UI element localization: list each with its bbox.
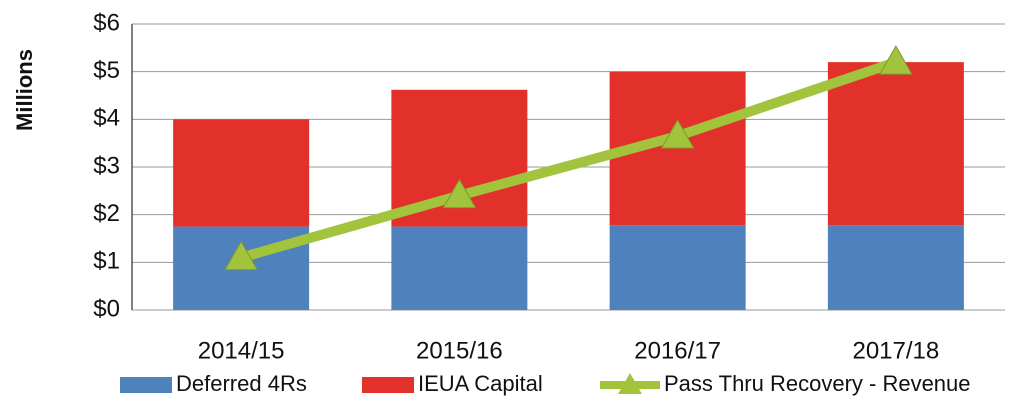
legend-swatch [362,377,414,393]
y-tick-label: $2 [93,200,120,227]
line [239,57,898,263]
line-marker [442,178,477,209]
x-tick-label: 2016/17 [634,337,721,364]
legend-label: Pass Thru Recovery - Revenue [664,371,971,396]
line-marker [660,119,695,149]
y-tick-label: $0 [93,295,120,322]
y-axis-label: Millions [12,49,37,131]
legend-label: IEUA Capital [418,371,543,396]
bar [827,225,964,310]
y-tick-label: $6 [93,9,120,36]
bar [391,226,528,310]
y-tick-label: $3 [93,152,120,179]
x-tick-label: 2017/18 [852,337,939,364]
y-tick-label: $4 [93,105,120,132]
line-marker [224,240,258,271]
bar [173,119,310,227]
y-tick-label: $5 [93,57,120,84]
bar [609,225,746,310]
y-tick-label: $1 [93,248,120,275]
legend-swatch [618,373,642,394]
line-marker [879,45,913,75]
legend-label: Deferred 4Rs [176,371,307,396]
legend-swatch [120,377,172,393]
x-tick-label: 2015/16 [416,337,503,364]
x-tick-label: 2014/15 [198,337,285,364]
bar [827,62,964,226]
